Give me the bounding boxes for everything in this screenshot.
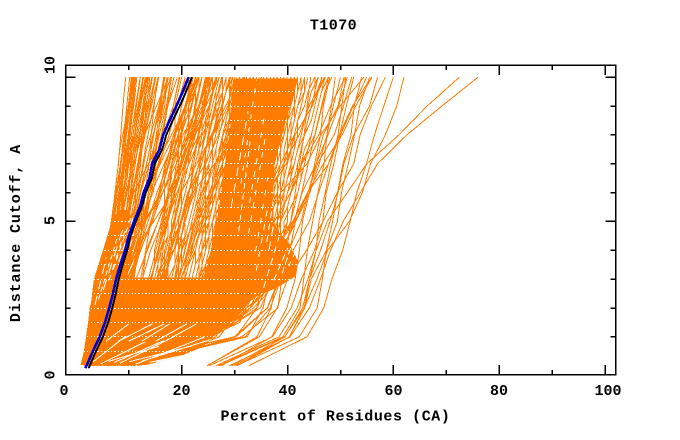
svg-text:100: 100 bbox=[594, 383, 621, 400]
svg-text:Percent of Residues (CA): Percent of Residues (CA) bbox=[221, 409, 451, 426]
svg-text:Distance Cutoff, A: Distance Cutoff, A bbox=[8, 144, 25, 322]
svg-text:0: 0 bbox=[59, 383, 68, 400]
svg-text:5: 5 bbox=[43, 216, 60, 225]
svg-text:60: 60 bbox=[384, 383, 402, 400]
svg-text:10: 10 bbox=[43, 56, 60, 74]
svg-text:40: 40 bbox=[278, 383, 296, 400]
svg-text:80: 80 bbox=[490, 383, 508, 400]
svg-text:T1070: T1070 bbox=[310, 18, 357, 35]
svg-text:0: 0 bbox=[43, 370, 60, 379]
svg-text:20: 20 bbox=[172, 383, 190, 400]
